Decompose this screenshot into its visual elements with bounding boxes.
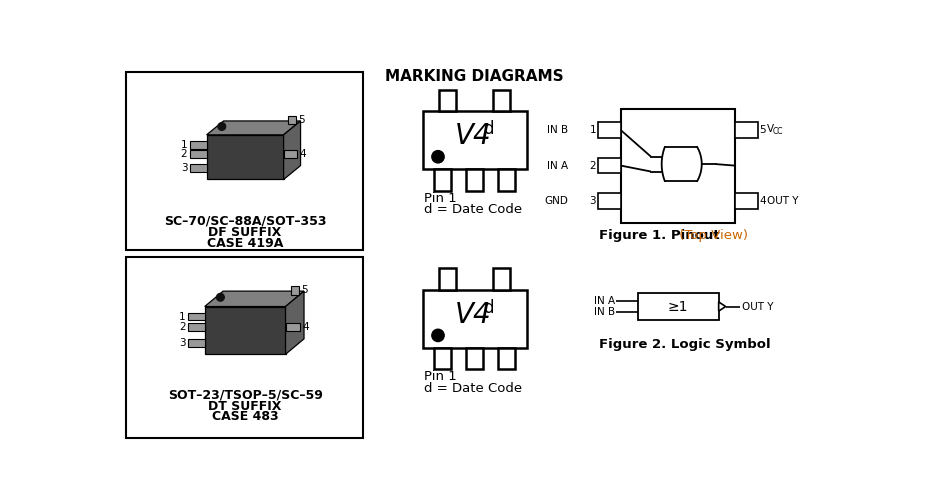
Text: Figure 1. Pinout: Figure 1. Pinout bbox=[599, 229, 720, 242]
Text: CC: CC bbox=[772, 127, 783, 136]
Text: 3: 3 bbox=[590, 196, 596, 206]
Bar bbox=[288, 116, 296, 124]
Bar bbox=[735, 193, 758, 209]
Text: CASE 483: CASE 483 bbox=[212, 410, 279, 423]
Text: 3: 3 bbox=[181, 163, 187, 173]
Text: MARKING DIAGRAMS: MARKING DIAGRAMS bbox=[385, 69, 564, 84]
Text: (Top View): (Top View) bbox=[675, 229, 748, 242]
Bar bbox=[291, 286, 298, 295]
Text: Figure 2. Logic Symbol: Figure 2. Logic Symbol bbox=[599, 338, 771, 351]
Bar bbox=[188, 324, 205, 331]
Bar bbox=[498, 169, 516, 191]
Polygon shape bbox=[719, 302, 726, 311]
Bar bbox=[190, 164, 206, 172]
Polygon shape bbox=[285, 291, 304, 354]
Text: IN B: IN B bbox=[594, 307, 615, 317]
Text: 5: 5 bbox=[301, 286, 307, 296]
Bar bbox=[493, 90, 510, 111]
Bar bbox=[190, 150, 206, 158]
Bar bbox=[498, 348, 516, 369]
Text: CASE 419A: CASE 419A bbox=[206, 237, 283, 250]
Text: DT SUFFIX: DT SUFFIX bbox=[208, 400, 282, 413]
Bar bbox=[466, 169, 483, 191]
Circle shape bbox=[432, 329, 444, 342]
Bar bbox=[126, 257, 363, 438]
Text: OUT Y: OUT Y bbox=[742, 302, 773, 312]
Bar bbox=[422, 290, 527, 348]
Text: 1: 1 bbox=[181, 140, 187, 150]
Polygon shape bbox=[205, 291, 304, 307]
Text: ≥1: ≥1 bbox=[668, 300, 689, 314]
Text: 4: 4 bbox=[303, 322, 309, 332]
Circle shape bbox=[432, 151, 444, 163]
Text: IN B: IN B bbox=[547, 125, 569, 135]
Text: d = Date Code: d = Date Code bbox=[424, 382, 522, 395]
Text: 1: 1 bbox=[179, 312, 185, 322]
Bar bbox=[598, 122, 620, 138]
Bar bbox=[188, 313, 205, 320]
Text: 2: 2 bbox=[590, 161, 596, 171]
Text: V4: V4 bbox=[455, 122, 492, 150]
Bar bbox=[620, 109, 735, 222]
Text: IN A: IN A bbox=[594, 296, 615, 306]
Circle shape bbox=[217, 294, 224, 301]
Circle shape bbox=[218, 123, 226, 130]
Polygon shape bbox=[662, 147, 702, 181]
Text: DF SUFFIX: DF SUFFIX bbox=[208, 226, 282, 239]
Text: OUT Y: OUT Y bbox=[767, 196, 798, 206]
Text: 5: 5 bbox=[298, 115, 305, 125]
Bar bbox=[283, 150, 297, 158]
Polygon shape bbox=[206, 135, 283, 179]
Polygon shape bbox=[205, 307, 285, 354]
Text: 4: 4 bbox=[759, 196, 766, 206]
Text: V4: V4 bbox=[455, 301, 492, 329]
Bar bbox=[190, 141, 206, 149]
Text: Pin 1: Pin 1 bbox=[424, 192, 457, 205]
Bar bbox=[188, 339, 205, 347]
Text: 5: 5 bbox=[759, 125, 766, 135]
Bar bbox=[638, 293, 719, 320]
Bar bbox=[598, 193, 620, 209]
Bar bbox=[433, 169, 451, 191]
Text: d = Date Code: d = Date Code bbox=[424, 203, 522, 216]
Text: SC–70/SC–88A/SOT–353: SC–70/SC–88A/SOT–353 bbox=[164, 215, 326, 228]
Text: 3: 3 bbox=[179, 338, 185, 348]
Text: IN A: IN A bbox=[547, 161, 569, 171]
Polygon shape bbox=[206, 121, 301, 135]
Text: 4: 4 bbox=[299, 149, 307, 159]
Text: 1: 1 bbox=[590, 125, 596, 135]
Text: d: d bbox=[483, 120, 494, 138]
Text: V: V bbox=[767, 124, 774, 134]
Text: d: d bbox=[483, 299, 494, 317]
Bar bbox=[422, 111, 527, 169]
Bar bbox=[285, 324, 300, 331]
Text: SOT–23/TSOP–5/SC–59: SOT–23/TSOP–5/SC–59 bbox=[168, 388, 322, 401]
Text: 2: 2 bbox=[181, 149, 187, 159]
Bar bbox=[439, 269, 457, 290]
Text: 2: 2 bbox=[179, 322, 185, 332]
Bar bbox=[598, 158, 620, 173]
Polygon shape bbox=[283, 121, 301, 179]
Bar bbox=[735, 122, 758, 138]
Text: GND: GND bbox=[544, 196, 569, 206]
Bar bbox=[126, 73, 363, 249]
Bar bbox=[466, 348, 483, 369]
Bar bbox=[439, 90, 457, 111]
Bar bbox=[493, 269, 510, 290]
Text: Pin 1: Pin 1 bbox=[424, 370, 457, 383]
Bar bbox=[433, 348, 451, 369]
